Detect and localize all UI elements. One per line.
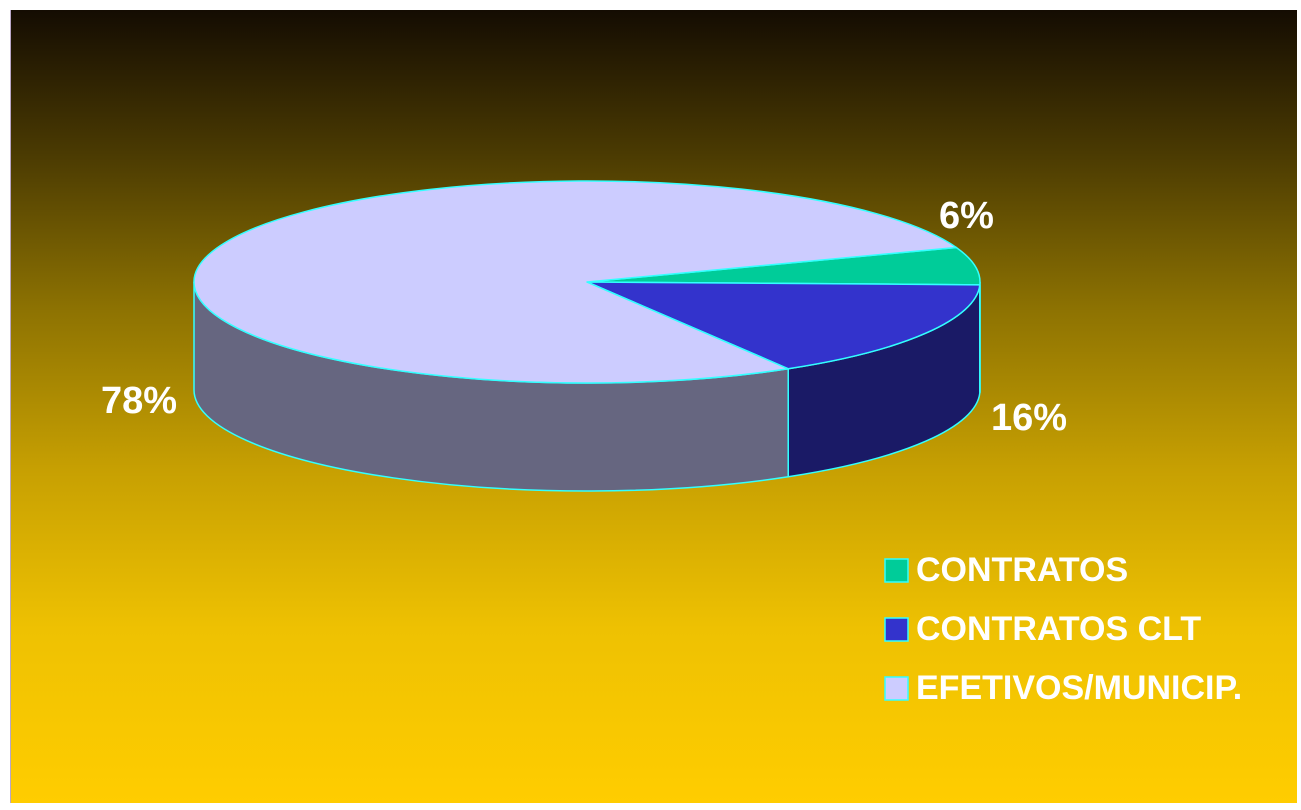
chart-area: 6% 16% 78% CONTRATOS CONTRATOS CLT EFETIVOS/…: [10, 10, 1297, 803]
pie-slice-efetivos-municip: [193, 180, 958, 384]
pie-slices: [193, 180, 981, 384]
pie-chart: 6% 16% 78% CONTRATOS CONTRATOS CLT EFETIVOS/…: [101, 180, 1242, 707]
legend-swatch-contratos: [884, 558, 909, 583]
value-labels: 6% 16% 78%: [101, 195, 1067, 439]
legend-swatch-contratos-clt: [884, 617, 909, 642]
legend-swatch-efetivos-municip: [884, 676, 909, 701]
value-label-contratos: 6%: [939, 195, 994, 237]
pie-slice-contratos-clt: [586, 281, 981, 370]
legend-label-contratos: CONTRATOS: [916, 551, 1128, 589]
legend-label-contratos-clt: CONTRATOS CLT: [916, 610, 1201, 648]
legend: CONTRATOS CONTRATOS CLT EFETIVOS/MUNICIP.: [884, 551, 1242, 707]
legend-label-efetivos-municip: EFETIVOS/MUNICIP.: [916, 669, 1242, 707]
value-label-efetivos-municip: 78%: [101, 380, 177, 422]
value-label-contratos-clt: 16%: [991, 397, 1067, 439]
